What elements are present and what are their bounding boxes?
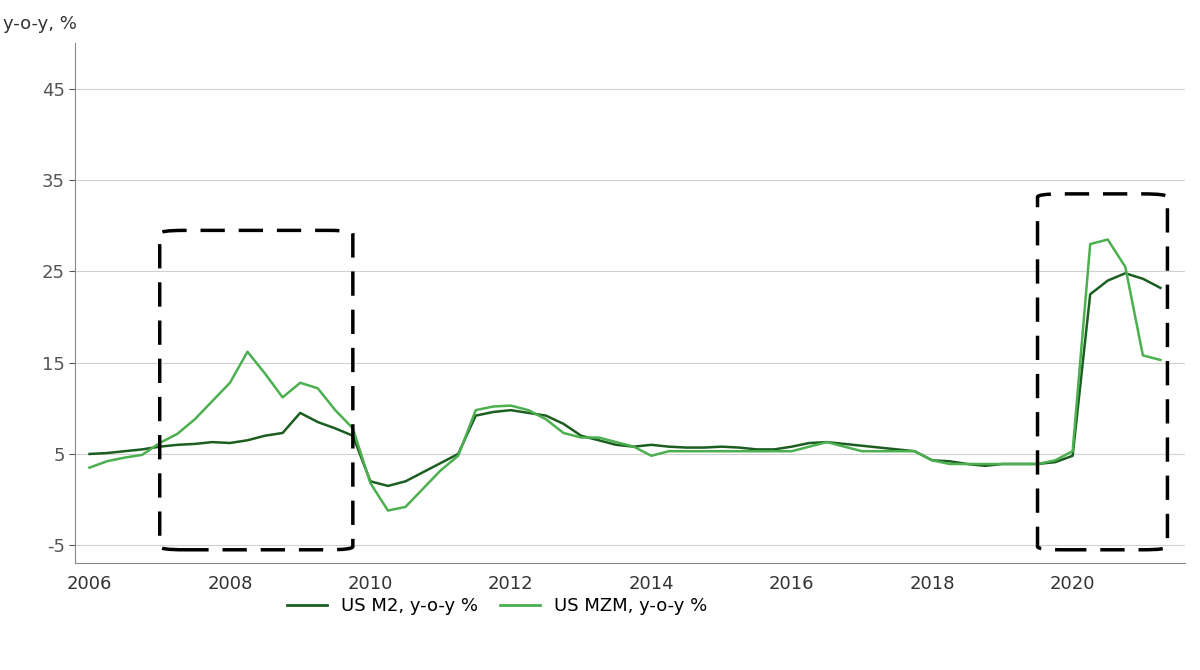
Legend: US M2, y-o-y %, US MZM, y-o-y %: US M2, y-o-y %, US MZM, y-o-y % [280, 590, 714, 622]
Text: y-o-y, %: y-o-y, % [4, 15, 77, 33]
